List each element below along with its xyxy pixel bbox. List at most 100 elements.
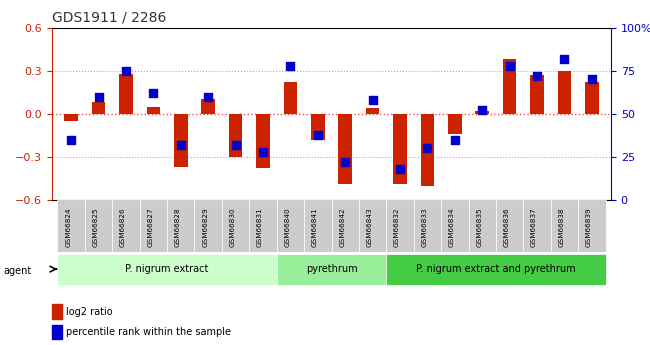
Text: GSM66842: GSM66842: [339, 208, 345, 247]
Text: GSM66827: GSM66827: [144, 203, 153, 244]
Text: GSM66824: GSM66824: [65, 208, 72, 247]
FancyBboxPatch shape: [413, 200, 441, 252]
Text: P. nigrum extract: P. nigrum extract: [125, 264, 209, 274]
FancyBboxPatch shape: [359, 200, 386, 252]
Text: GDS1911 / 2286: GDS1911 / 2286: [52, 10, 166, 24]
Point: [94, 94, 104, 99]
Text: GSM66835: GSM66835: [476, 208, 482, 247]
Point: [422, 146, 433, 151]
Point: [285, 63, 296, 68]
Text: GSM66831: GSM66831: [257, 208, 263, 247]
Point: [313, 132, 323, 137]
FancyBboxPatch shape: [222, 200, 250, 252]
FancyBboxPatch shape: [250, 200, 277, 252]
Point: [230, 142, 240, 148]
Point: [66, 137, 77, 142]
Point: [532, 73, 542, 79]
FancyBboxPatch shape: [386, 200, 413, 252]
Point: [340, 159, 350, 165]
Text: GSM66841: GSM66841: [309, 203, 318, 244]
Bar: [283, 82, 297, 114]
Bar: [311, 114, 324, 140]
Text: GSM66836: GSM66836: [504, 208, 510, 247]
Text: GSM66840: GSM66840: [281, 203, 291, 244]
Text: GSM66832: GSM66832: [394, 208, 400, 247]
FancyBboxPatch shape: [332, 200, 359, 252]
Text: GSM66830: GSM66830: [227, 203, 235, 244]
Bar: [475, 111, 489, 114]
Text: GSM66839: GSM66839: [586, 208, 592, 247]
FancyBboxPatch shape: [551, 200, 578, 252]
Text: GSM66832: GSM66832: [391, 203, 400, 244]
Text: GSM66840: GSM66840: [285, 208, 291, 247]
Text: GSM66834: GSM66834: [446, 203, 455, 244]
Text: GSM66837: GSM66837: [528, 203, 537, 244]
Bar: [339, 114, 352, 184]
Point: [395, 166, 405, 172]
Bar: [421, 114, 434, 186]
Text: GSM66825: GSM66825: [90, 203, 99, 244]
Point: [258, 149, 268, 155]
Text: GSM66833: GSM66833: [421, 208, 428, 247]
FancyBboxPatch shape: [277, 254, 386, 285]
Bar: [174, 114, 188, 167]
Text: GSM66834: GSM66834: [448, 208, 455, 247]
Point: [477, 108, 488, 113]
Bar: [530, 75, 544, 114]
Text: GSM66828: GSM66828: [172, 203, 181, 244]
Bar: [146, 107, 161, 114]
Text: GSM66827: GSM66827: [148, 208, 153, 247]
Point: [450, 137, 460, 142]
FancyBboxPatch shape: [57, 254, 277, 285]
FancyBboxPatch shape: [496, 200, 523, 252]
FancyBboxPatch shape: [57, 200, 85, 252]
FancyBboxPatch shape: [469, 200, 496, 252]
Text: GSM66842: GSM66842: [336, 203, 345, 244]
Text: GSM66826: GSM66826: [120, 208, 126, 247]
Bar: [558, 71, 571, 114]
Bar: [202, 99, 215, 114]
Bar: [52, 304, 62, 319]
Text: GSM66824: GSM66824: [62, 203, 72, 244]
Point: [367, 97, 378, 103]
Text: GSM66830: GSM66830: [229, 208, 235, 247]
Bar: [64, 114, 78, 121]
Text: GSM66843: GSM66843: [367, 208, 372, 247]
Bar: [229, 114, 242, 157]
Text: log2 ratio: log2 ratio: [66, 307, 112, 317]
Point: [559, 56, 569, 61]
Point: [504, 63, 515, 68]
Bar: [366, 108, 380, 114]
FancyBboxPatch shape: [167, 200, 194, 252]
Point: [121, 68, 131, 73]
Text: GSM66825: GSM66825: [92, 208, 99, 247]
Text: GSM66829: GSM66829: [199, 203, 208, 244]
FancyBboxPatch shape: [441, 200, 469, 252]
FancyBboxPatch shape: [112, 200, 140, 252]
Bar: [502, 59, 517, 114]
Text: pyrethrum: pyrethrum: [306, 264, 358, 274]
Text: GSM66839: GSM66839: [583, 203, 592, 244]
Bar: [256, 114, 270, 168]
FancyBboxPatch shape: [523, 200, 551, 252]
Text: GSM66837: GSM66837: [531, 208, 537, 247]
Text: GSM66836: GSM66836: [500, 203, 510, 244]
Text: GSM66826: GSM66826: [117, 203, 126, 244]
Bar: [52, 325, 62, 339]
FancyBboxPatch shape: [85, 200, 112, 252]
Text: GSM66828: GSM66828: [175, 208, 181, 247]
Text: GSM66838: GSM66838: [558, 208, 564, 247]
Text: agent: agent: [3, 266, 31, 276]
Point: [176, 142, 186, 148]
Text: P. nigrum extract and pyrethrum: P. nigrum extract and pyrethrum: [416, 264, 576, 274]
Bar: [448, 114, 462, 134]
Text: GSM66841: GSM66841: [312, 208, 318, 247]
Point: [148, 90, 159, 96]
Text: GSM66829: GSM66829: [202, 208, 208, 247]
FancyBboxPatch shape: [578, 200, 606, 252]
Bar: [393, 114, 407, 184]
FancyBboxPatch shape: [140, 200, 167, 252]
Text: GSM66843: GSM66843: [363, 203, 372, 244]
Text: percentile rank within the sample: percentile rank within the sample: [66, 327, 231, 337]
Bar: [585, 82, 599, 114]
